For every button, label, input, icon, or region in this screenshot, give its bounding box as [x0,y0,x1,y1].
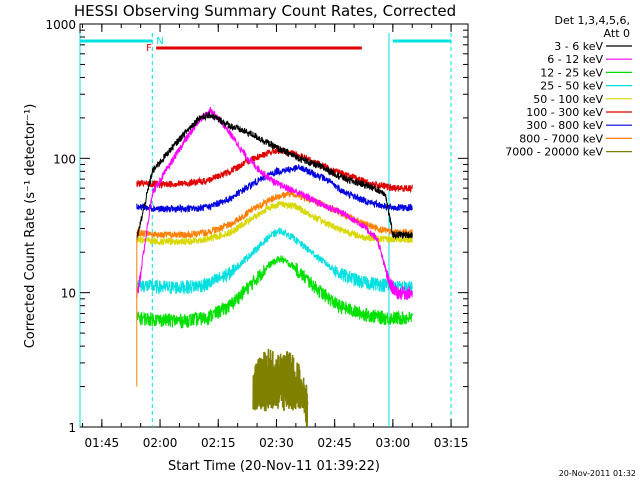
x-axis-label: Start Time (20-Nov-11 01:39:22) [168,459,380,474]
x-tick-label: 02:15 [201,436,236,450]
legend-label: 50 - 100 keV [533,93,603,106]
y-tick-label: 1000 [45,18,76,32]
series-line-5 [136,200,413,246]
flare-label: F [146,43,152,54]
x-tick-label: 02:30 [259,436,294,450]
legend-label: 7000 - 20000 keV [505,146,603,159]
y-axis-label: Corrected Count Rate (s⁻¹ detector⁻¹) [23,104,38,349]
x-tick-label: 03:15 [434,436,469,450]
chart-title: HESSI Observing Summary Count Rates, Cor… [74,2,456,20]
x-tick-label: 02:45 [317,436,352,450]
series-line-4 [136,227,413,295]
x-tick-label: 03:00 [376,436,411,450]
series-layer [136,107,413,428]
legend-label: 12 - 25 keV [540,66,603,79]
y-tick-label: 10 [61,287,76,301]
x-tick-label: 01:45 [85,436,120,450]
y-tick-label: 1 [68,421,76,435]
legend-label: 300 - 800 keV [526,119,603,132]
plot-frame [79,23,469,428]
legend-label: 3 - 6 keV [554,40,603,53]
legend-label: 800 - 7000 keV [519,132,603,145]
series-line-7 [136,163,413,213]
legend-label: 100 - 300 keV [526,106,603,119]
axis-layer: 01:45 02:00 02:15 02:30 02:45 03:00 03:15 1 10 10… [45,18,468,450]
series-line-1 [136,111,413,241]
series-line-3 [136,254,413,330]
timestamp: 20-Nov-2011 01:32 [559,469,636,478]
x-tick-label: 02:00 [143,436,178,450]
y-tick-label: 100 [53,152,76,166]
legend-label: 25 - 50 keV [540,80,603,93]
legend-header-line: Det 1,3,4,5,6, [554,14,630,27]
annotation-layer: FN [146,36,362,54]
legend-header-line: Att 0 [604,27,630,40]
night-label: N [156,36,163,47]
series-line-2 [136,107,413,300]
legend-label: 6 - 12 keV [547,53,603,66]
series-line-9 [252,348,309,428]
